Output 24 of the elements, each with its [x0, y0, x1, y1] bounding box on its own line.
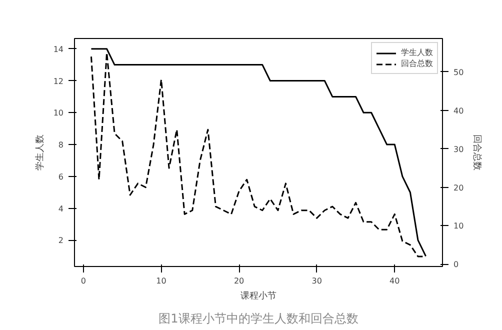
legend-label: 回合总数	[401, 58, 433, 69]
y-tick-label: 8	[58, 140, 64, 150]
y2-tick-label: 10	[454, 222, 464, 231]
text: 图1课程小节中的学生人数和回合总数	[158, 312, 358, 326]
y-axis-title: 学生人数	[34, 134, 46, 170]
y-tick-label: 12	[53, 76, 64, 86]
legend-label: 学生人数	[401, 47, 433, 58]
x-tick-label: 20	[234, 276, 244, 286]
y-tick-label: 6	[58, 172, 64, 182]
y2-tick-label: 0	[454, 260, 459, 270]
y-tick-label: 14	[53, 44, 64, 54]
x-tick-label: 10	[156, 276, 166, 286]
y2-axis-title: 回合总数	[472, 134, 483, 170]
x-tick-label: 30	[312, 276, 322, 286]
y-tick-label: 2	[58, 236, 64, 246]
x-tick-label: 0	[80, 276, 86, 286]
x-tick-label: 40	[390, 276, 400, 286]
y-tick-label: 10	[53, 108, 64, 118]
y2-tick-label: 50	[454, 68, 464, 77]
y2-tick-label: 30	[454, 144, 464, 154]
y-tick-label: 4	[58, 204, 64, 214]
y2-tick-label: 20	[454, 183, 464, 192]
x-axis-title: 课程小节	[240, 290, 276, 302]
y2-tick-label: 40	[454, 106, 464, 116]
